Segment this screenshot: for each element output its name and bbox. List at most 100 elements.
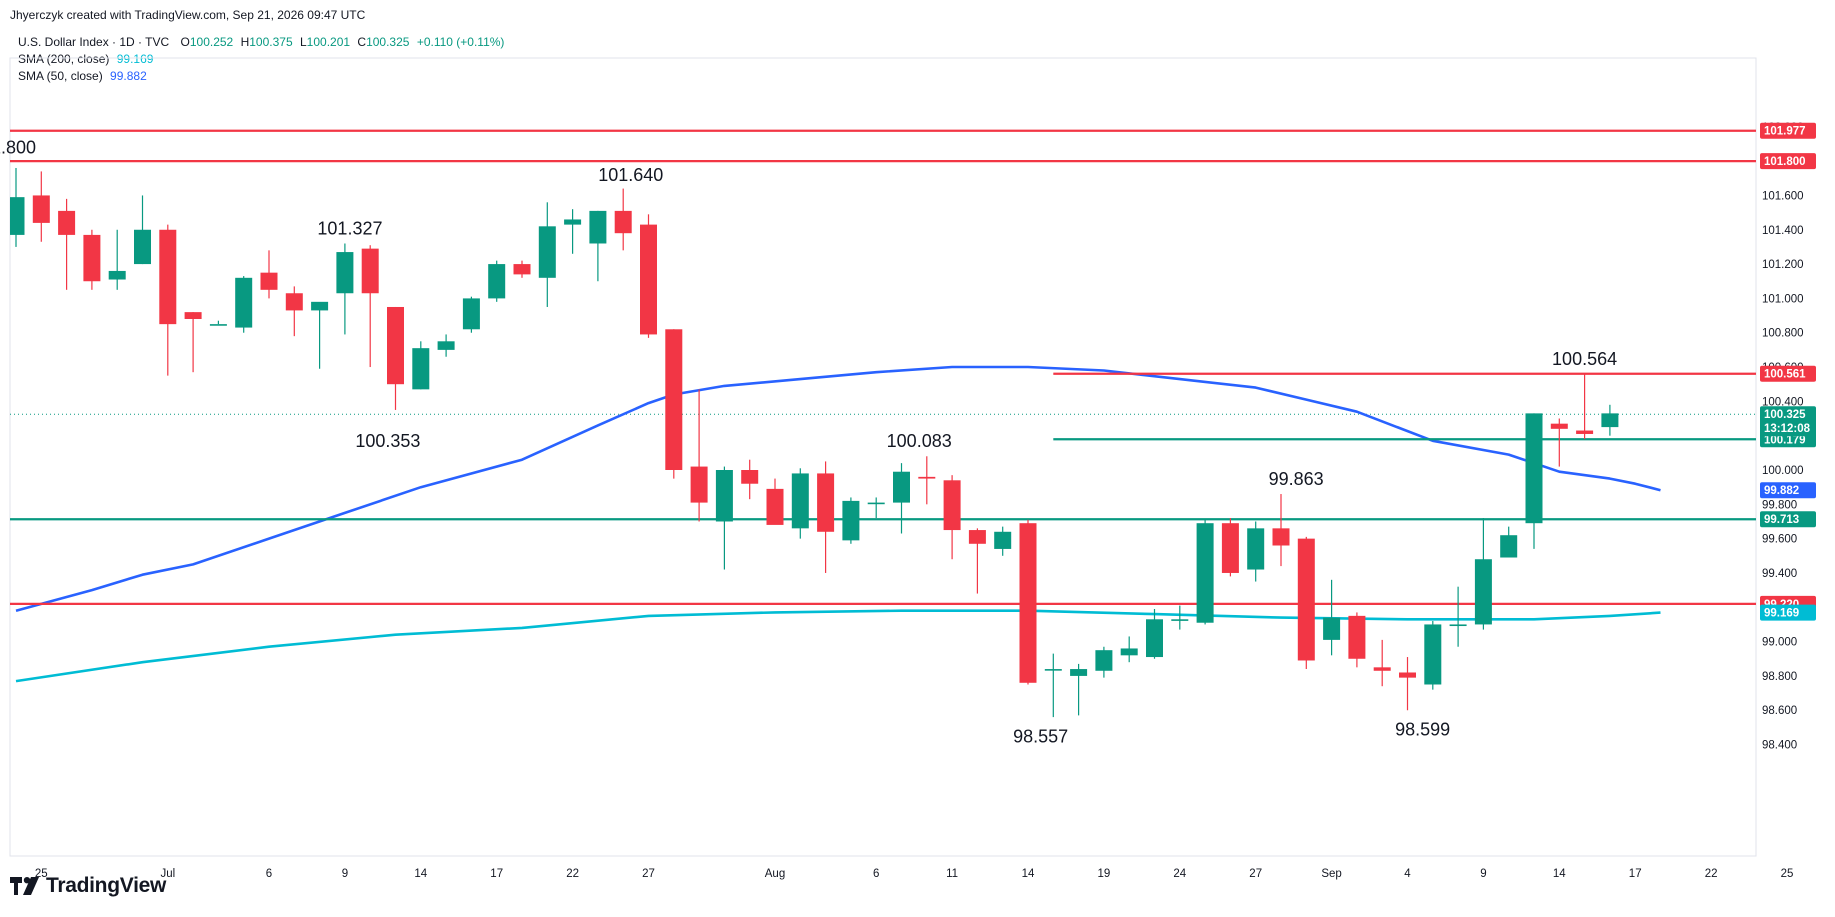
candle-body xyxy=(285,293,303,311)
y-tick-label: 100.800 xyxy=(1762,328,1804,340)
candle-body xyxy=(589,210,607,244)
candle-body xyxy=(1601,413,1619,428)
tradingview-brand[interactable]: TradingView xyxy=(10,874,166,898)
plot-area xyxy=(10,129,1756,718)
current-price-tag xyxy=(1760,604,1816,621)
candle-body xyxy=(336,252,354,294)
candle-body xyxy=(1297,538,1315,661)
level-price-tag-label: 100.179 xyxy=(1764,434,1806,446)
candle-body xyxy=(640,224,657,335)
x-tick-label: Aug xyxy=(765,868,785,880)
candle-body xyxy=(1272,528,1290,546)
candle-body xyxy=(564,219,582,225)
candle-body xyxy=(690,466,708,503)
price-annotation: 100.353 xyxy=(355,431,420,451)
y-tick-label: 99.400 xyxy=(1762,568,1797,580)
candle-body xyxy=(791,473,809,529)
price-annotation: 98.599 xyxy=(1395,719,1450,739)
chart-credit: Jhyerczyk created with TradingView.com, … xyxy=(10,8,366,22)
candle-body xyxy=(968,530,986,544)
candle-body xyxy=(134,229,151,265)
candle-body xyxy=(1424,624,1442,685)
y-tick-label: 98.600 xyxy=(1762,705,1797,717)
x-tick-label: 27 xyxy=(642,868,655,880)
candle-body xyxy=(1120,648,1138,656)
candle-body xyxy=(893,471,910,503)
tradingview-logo-icon xyxy=(10,877,39,895)
level-price-tag xyxy=(1760,511,1816,528)
candle-body xyxy=(159,229,177,325)
candle-body xyxy=(108,270,126,280)
candle-body xyxy=(1044,669,1062,671)
x-tick-label: 14 xyxy=(1553,868,1566,880)
candle-body xyxy=(943,480,961,531)
candle-body xyxy=(1019,523,1037,683)
candle-body xyxy=(412,348,430,390)
candle-body xyxy=(1323,617,1341,640)
level-price-tag-label: 101.977 xyxy=(1764,126,1806,138)
sma50-row[interactable]: SMA (50, close) 99.882 xyxy=(18,68,504,85)
candle-body xyxy=(867,502,885,505)
x-tick-label: 22 xyxy=(566,868,579,880)
candle-body xyxy=(1576,430,1594,434)
y-tick-label: 101.000 xyxy=(1762,293,1804,305)
level-price-tag-label: 99.713 xyxy=(1764,514,1799,526)
current-price-tag xyxy=(1760,482,1816,499)
price-annotation: 101.640 xyxy=(598,165,663,185)
current-price-tag-label: 100.325 xyxy=(1764,409,1806,421)
candle-body xyxy=(842,500,860,541)
x-tick-label: 11 xyxy=(946,868,958,880)
candle-body xyxy=(10,197,25,235)
candle-body xyxy=(513,264,531,275)
y-tick-label: 99.000 xyxy=(1762,637,1797,649)
symbol-name: U.S. Dollar Index · 1D · TVC xyxy=(18,35,170,49)
x-tick-label: 27 xyxy=(1249,868,1262,880)
y-tick-label: 99.800 xyxy=(1762,499,1797,511)
candle-body xyxy=(994,531,1012,549)
level-price-tag-label: 101.800 xyxy=(1764,156,1806,168)
candle-body xyxy=(918,476,936,479)
low-label: L xyxy=(299,35,307,49)
candle-body xyxy=(311,301,329,311)
price-annotation: 1.800 xyxy=(0,138,36,158)
candle-body xyxy=(665,329,683,470)
candle-body xyxy=(614,210,632,234)
candle-body xyxy=(32,195,50,223)
y-tick-label: 100.000 xyxy=(1762,465,1804,477)
x-tick-label: 25 xyxy=(1781,868,1794,880)
open-value: 100.252 xyxy=(189,35,234,49)
x-tick-label: 9 xyxy=(1480,868,1486,880)
candle-body xyxy=(1247,528,1265,570)
y-tick-label: 101.200 xyxy=(1762,259,1804,271)
candle-body xyxy=(260,272,278,290)
candle-body xyxy=(817,473,835,532)
level-price-tag xyxy=(1760,122,1816,139)
candle-body xyxy=(235,277,253,328)
candle-body xyxy=(1399,672,1416,678)
candle-body xyxy=(1348,615,1366,659)
close-value: 100.325 xyxy=(366,35,410,49)
candle-body xyxy=(1095,650,1113,671)
sma200-value: 99.169 xyxy=(116,52,154,66)
candle-body xyxy=(488,264,506,299)
x-tick-label: 24 xyxy=(1173,868,1186,880)
sma200-row[interactable]: SMA (200, close) 99.169 xyxy=(18,51,504,68)
candle-body xyxy=(1373,667,1391,671)
sma200-label: SMA (200, close) xyxy=(18,52,110,66)
symbol-row[interactable]: U.S. Dollar Index · 1D · TVC O100.252 H1… xyxy=(18,34,504,51)
candle-body xyxy=(741,470,759,484)
current-price-tag xyxy=(1760,406,1816,437)
candle-body xyxy=(1146,619,1163,658)
sma50-line xyxy=(15,365,1661,612)
y-tick-label: 98.800 xyxy=(1762,671,1797,683)
x-tick-label: 14 xyxy=(1022,868,1035,880)
x-tick-label: Jul xyxy=(160,868,175,880)
x-tick-label: 4 xyxy=(1404,868,1411,880)
candle-body xyxy=(209,324,227,326)
price-annotation: 98.557 xyxy=(1013,726,1068,746)
x-tick-label: 19 xyxy=(1098,868,1111,880)
x-tick-label: 17 xyxy=(490,868,503,880)
y-tick-label: 100.400 xyxy=(1762,396,1804,408)
candle-body xyxy=(58,210,76,235)
